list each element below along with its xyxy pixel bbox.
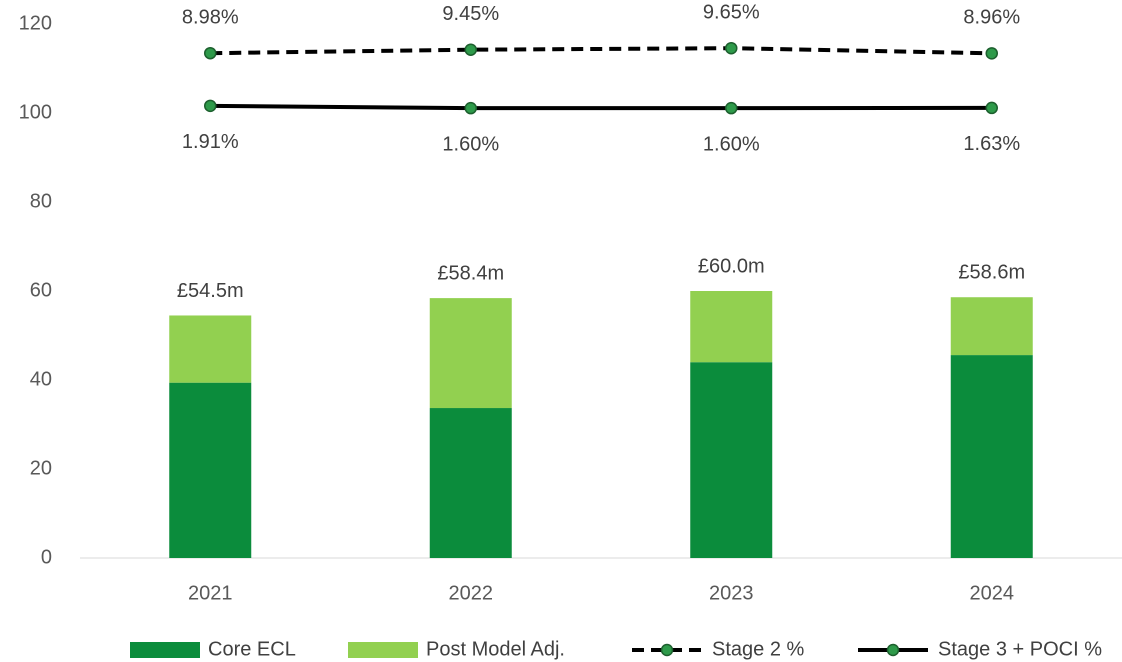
line [210, 46, 992, 56]
total-label: £54.5m [177, 280, 244, 302]
x-tick-label: 2023 [709, 582, 754, 604]
legend-swatch [130, 642, 200, 658]
bar [429, 408, 512, 558]
data-label: 1.63% [963, 133, 1020, 155]
line-marker [464, 43, 477, 56]
legend-label: Stage 2 % [712, 638, 805, 660]
bar [429, 298, 512, 409]
bar [950, 355, 1033, 558]
y-tick-label: 40 [30, 368, 52, 390]
line-marker [464, 101, 477, 115]
y-tick-label: 60 [30, 279, 52, 301]
total-label: £60.0m [698, 255, 765, 277]
bar [690, 362, 773, 558]
x-tick-label: 2024 [970, 582, 1015, 604]
bar [950, 297, 1033, 356]
line-marker [725, 41, 738, 55]
legend-swatch [348, 642, 418, 658]
y-tick-label: 0 [41, 546, 52, 568]
bar [169, 315, 252, 383]
line [210, 103, 992, 111]
legend-marker [886, 643, 900, 657]
line-marker [204, 99, 217, 113]
legend-marker [660, 643, 674, 657]
data-label: 9.65% [703, 1, 760, 23]
data-label: 1.91% [182, 131, 239, 153]
x-tick-label: 2021 [188, 582, 233, 604]
line-marker [985, 47, 998, 60]
total-label: £58.6m [958, 262, 1025, 284]
line-marker [725, 101, 738, 115]
y-tick-label: 120 [19, 12, 52, 34]
total-label: £58.4m [437, 262, 504, 284]
data-label: 1.60% [442, 133, 499, 155]
y-tick-label: 80 [30, 190, 52, 212]
data-label: 1.60% [703, 133, 760, 155]
data-label: 8.98% [182, 6, 239, 28]
y-tick-label: 20 [30, 457, 52, 479]
line-marker [204, 46, 217, 60]
bar [169, 382, 252, 558]
y-tick-label: 100 [19, 101, 52, 123]
legend-label: Stage 3 + POCI % [938, 638, 1102, 660]
line-marker [985, 101, 998, 115]
legend-label: Post Model Adj. [426, 638, 565, 660]
data-label: 8.96% [963, 7, 1020, 29]
bar [690, 291, 773, 363]
data-label: 9.45% [442, 3, 499, 25]
x-tick-label: 2022 [449, 582, 494, 604]
legend-label: Core ECL [208, 638, 296, 660]
